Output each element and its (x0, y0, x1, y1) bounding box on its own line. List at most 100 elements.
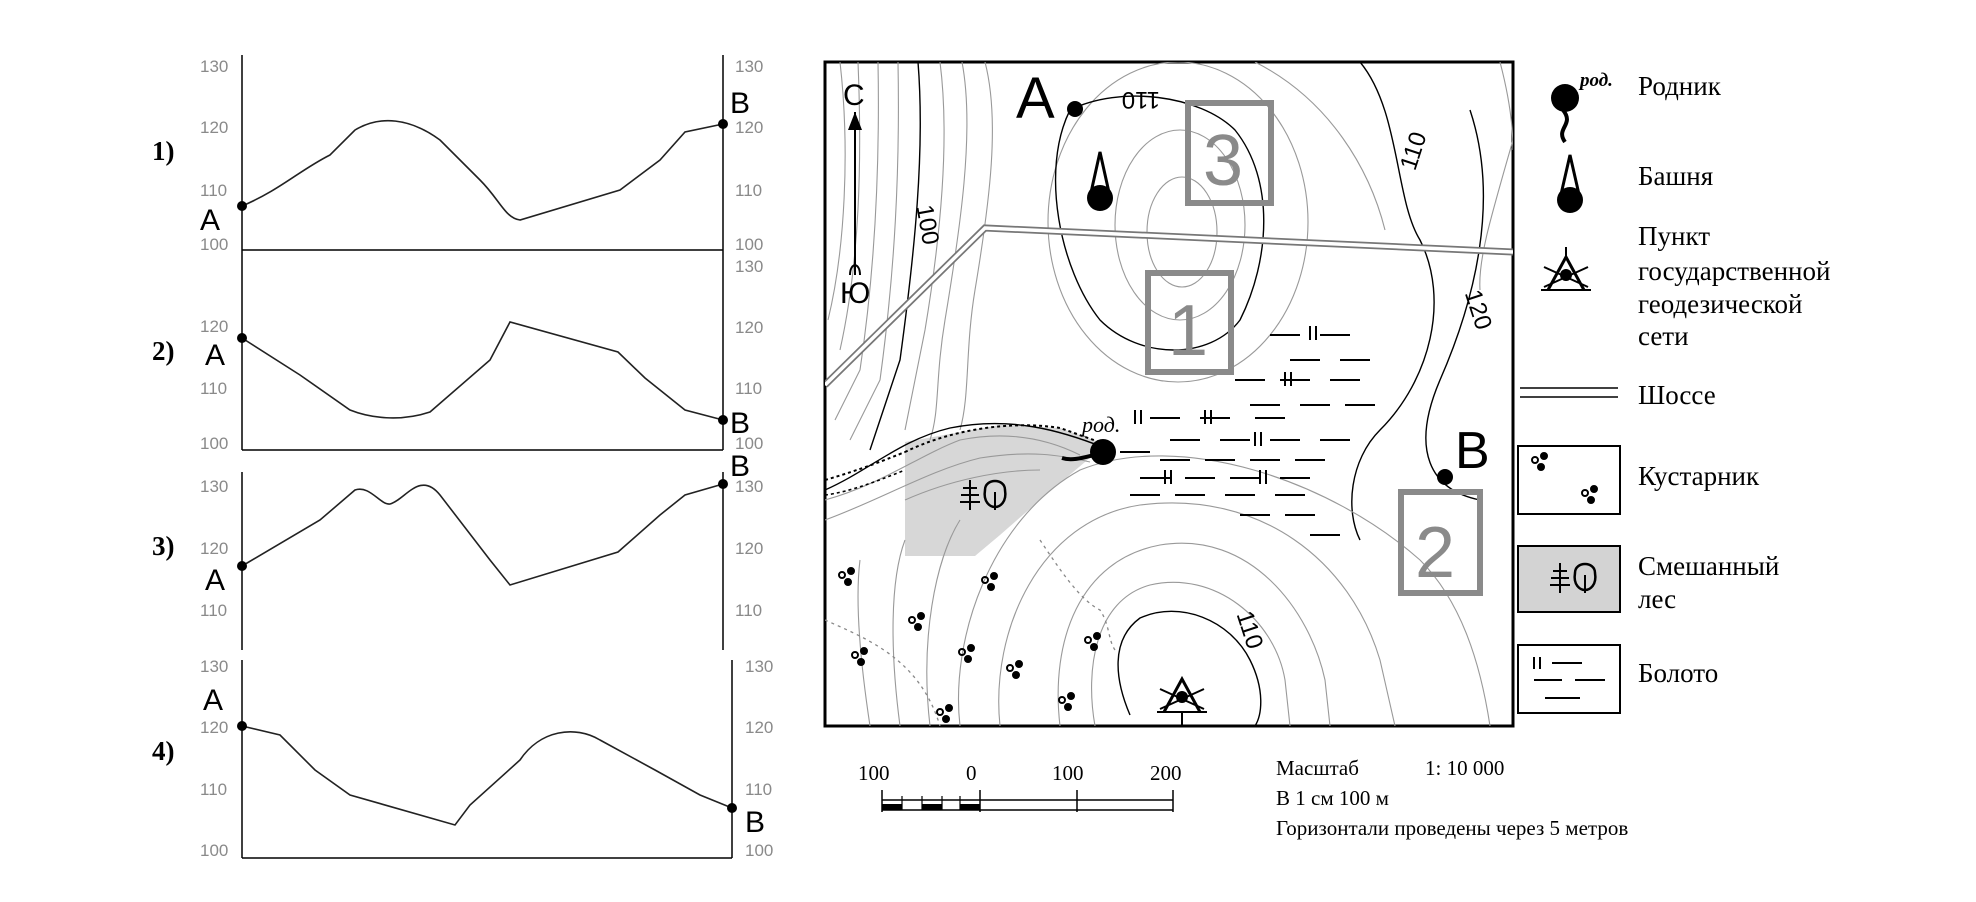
scale-line2: В 1 см 100 м (1276, 786, 1389, 810)
point-b-marker (718, 119, 728, 129)
tick-right: 120 (735, 539, 763, 558)
point-a-label: A (1016, 66, 1055, 131)
profile-line (241, 321, 724, 421)
tick-left: 110 (200, 601, 227, 620)
legend-item-tower: Башня (1557, 154, 1713, 213)
profiles-panel: 1) 130 120 110 100 130 120 110 100 A B 2… (152, 55, 773, 860)
north-arrow (848, 112, 862, 276)
spring-icon (1551, 84, 1579, 144)
point-b-marker (718, 415, 728, 425)
tick-left: 100 (200, 434, 228, 453)
area-box-3-label: 3 (1203, 121, 1243, 201)
legend-label: государственной (1638, 256, 1830, 286)
area-box-1-label: 1 (1168, 291, 1208, 371)
tick-right: 110 (735, 601, 762, 620)
legend-item-spring: род. Родник (1551, 70, 1722, 144)
spring-tag: род. (1080, 412, 1120, 437)
profile-1: 1) 130 120 110 100 130 120 110 100 A B (152, 55, 763, 254)
tick-right: 130 (745, 657, 773, 676)
tick-right: 130 (735, 257, 763, 276)
tick-left: 130 (200, 57, 228, 76)
legend-label: лес (1638, 584, 1676, 614)
legend-item-mixed-forest: Смешанный лес (1517, 545, 1779, 614)
scale-tick: 100 (858, 761, 890, 785)
legend-spring-tag: род. (1578, 70, 1613, 91)
point-b-label: B (745, 806, 765, 839)
forest-edge (904, 424, 1106, 453)
scale-line3: Горизонтали проведены через 5 метров (1276, 816, 1628, 840)
profile-label: 3) (152, 531, 175, 561)
profile-label: 1) (152, 136, 175, 166)
point-b-label: B (730, 450, 750, 483)
shrub-icon (1517, 445, 1621, 515)
scale-ratio: 1: 10 000 (1425, 756, 1504, 780)
tower-icon (1087, 151, 1113, 211)
mixed-forest-icon (960, 479, 1007, 510)
area-box-2-label: 2 (1415, 513, 1455, 593)
point-a-label: A (200, 204, 220, 237)
scale-bar: 100 0 100 200 (858, 761, 1182, 812)
profile-3: 3) 130 120 110 130 120 110 A B (152, 450, 763, 650)
legend: род. Родник Башня Пункт государственной (1517, 70, 1830, 714)
legend-item-geodetic: Пункт государственной геодезической сети (1541, 221, 1830, 351)
profile-label: 2) (152, 336, 175, 366)
legend-label: Смешанный (1638, 551, 1779, 581)
tick-right: 130 (735, 477, 763, 496)
tick-right: 100 (735, 434, 763, 453)
tick-left: 100 (200, 841, 228, 860)
tick-right: 120 (735, 318, 763, 337)
legend-label: геодезической (1638, 289, 1803, 319)
tick-right: 120 (745, 718, 773, 737)
point-a-label: A (205, 339, 225, 372)
point-a-label: A (205, 564, 225, 597)
legend-label: Родник (1638, 71, 1722, 101)
point-b-marker (727, 803, 737, 813)
point-b-marker (1437, 469, 1453, 485)
geodetic-point-icon (1157, 675, 1207, 725)
tower-icon (1557, 154, 1583, 213)
swamp-area (1120, 326, 1375, 536)
scale-notes: Масштаб 1: 10 000 В 1 см 100 м Горизонта… (1276, 756, 1628, 840)
tick-left: 120 (200, 317, 228, 336)
profile-4: 4) 130 120 110 100 130 120 110 100 A B (152, 657, 773, 860)
point-b-label: B (730, 407, 750, 440)
spring-icon (1090, 439, 1116, 465)
tick-left: 120 (200, 539, 228, 558)
tick-right: 110 (735, 181, 762, 200)
tick-left: 130 (200, 657, 228, 676)
profile-label: 4) (152, 736, 175, 766)
tick-right: 130 (735, 57, 763, 76)
topographic-map: 110 100 110 120 110 3 1 2 С Ю A B (823, 60, 1515, 728)
swamp-icon (1517, 644, 1621, 714)
tick-left: 110 (200, 780, 227, 799)
tick-right: 120 (735, 118, 763, 137)
tick-right: 110 (735, 379, 762, 398)
legend-label: Башня (1638, 161, 1713, 191)
mixed-forest-icon (1517, 545, 1621, 613)
point-b-marker (718, 479, 728, 489)
tick-right: 100 (735, 235, 763, 254)
legend-label: Пункт (1638, 221, 1710, 251)
profile-line (241, 483, 724, 586)
scale-tick: 100 (1052, 761, 1084, 785)
scale-caption: Масштаб (1276, 756, 1359, 780)
point-a-marker (237, 333, 247, 343)
tick-right: 100 (745, 841, 773, 860)
area-box-2 (1398, 489, 1483, 596)
tick-left: 110 (200, 181, 227, 200)
geodetic-point-icon (1541, 247, 1591, 291)
profile-2: 2) 120 110 100 130 120 110 100 A B (152, 250, 763, 453)
legend-label: сети (1638, 321, 1689, 351)
north-label: С (843, 79, 865, 112)
profile-line (241, 725, 733, 826)
tick-left: 120 (200, 718, 228, 737)
scale-tick: 200 (1150, 761, 1182, 785)
point-b-label: B (1455, 422, 1490, 480)
point-a-marker (237, 721, 247, 731)
tick-left: 120 (200, 118, 228, 137)
point-a-marker (237, 561, 247, 571)
point-b-label: B (730, 87, 750, 120)
legend-item-highway: Шоссе (1520, 380, 1716, 410)
point-a-label: A (203, 684, 223, 717)
legend-label: Шоссе (1638, 380, 1716, 410)
